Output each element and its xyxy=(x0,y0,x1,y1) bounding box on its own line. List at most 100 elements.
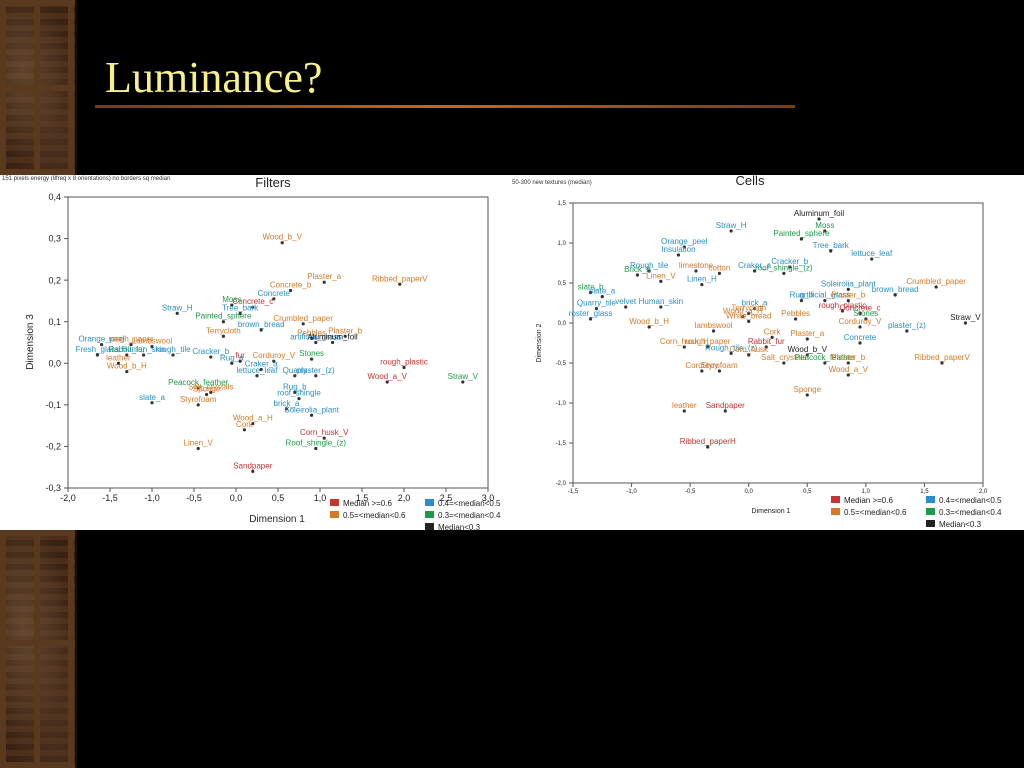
slide-title: Luminance? xyxy=(105,53,323,102)
data-point xyxy=(700,369,704,373)
legend-label: Median >=0.6 xyxy=(343,499,392,508)
legend-label: Median<0.3 xyxy=(939,520,982,529)
data-point xyxy=(752,307,757,311)
data-point xyxy=(659,279,663,283)
data-label: Wood_b_V xyxy=(262,233,302,242)
data-label: leather xyxy=(672,401,697,410)
data-point xyxy=(940,361,944,365)
data-label: Salt_crystals xyxy=(761,353,806,362)
data-label: Styrofoam xyxy=(701,361,738,370)
data-point xyxy=(461,380,465,384)
data-point xyxy=(310,413,314,417)
data-label: Cork xyxy=(764,327,782,336)
legend-label: Median<0.3 xyxy=(438,523,481,530)
data-label: Concrete_c xyxy=(232,297,273,306)
data-label: Rug_a xyxy=(220,353,244,362)
data-point xyxy=(823,361,827,365)
data-point xyxy=(700,283,704,287)
data-label: Painted_sphere xyxy=(195,312,252,321)
cells-chart-panel: 50-300 new textures (median) Cells -1,5 -1,… xyxy=(505,173,1024,530)
data-point xyxy=(95,353,99,357)
data-point xyxy=(764,345,768,349)
data-point xyxy=(905,329,909,333)
data-point xyxy=(129,342,133,347)
legend-label: 0.3=<median<0.4 xyxy=(438,511,501,520)
data-label: Cracker_b xyxy=(192,347,229,356)
data-label: artificial_grass xyxy=(290,333,341,342)
data-label: Linen_V xyxy=(184,439,214,448)
legend-swatch xyxy=(425,499,434,506)
y-tick-label: -1,0 xyxy=(556,401,567,407)
data-label: Cracker_b xyxy=(771,257,808,266)
y-axis-label: Dimension 2 xyxy=(536,323,543,362)
x-tick-label: -1,5 xyxy=(102,493,118,503)
data-point xyxy=(221,334,225,338)
data-point xyxy=(741,315,745,319)
data-point xyxy=(251,421,255,426)
data-label: roster_glass xyxy=(569,309,613,318)
data-label: roof_shingle_(z) xyxy=(755,263,813,272)
data-point xyxy=(171,353,175,357)
y-tick-label: 0,5 xyxy=(558,281,567,287)
data-label: Craker_a xyxy=(738,261,771,270)
data-point xyxy=(817,217,821,221)
data-point xyxy=(805,393,809,397)
data-point xyxy=(682,409,686,413)
y-tick-label: -0,5 xyxy=(556,361,567,367)
data-point xyxy=(301,322,305,326)
data-label: Orange_peel xyxy=(661,237,707,246)
data-label: Ribbed_paperV xyxy=(914,353,970,362)
data-label: Soleirolia_plant xyxy=(821,279,876,288)
data-label: slate_b xyxy=(578,283,604,292)
data-point xyxy=(238,311,242,315)
x-axis-label: Dimension 1 xyxy=(249,514,305,525)
data-point xyxy=(682,345,686,349)
x-tick-label: 2,0 xyxy=(979,489,988,495)
data-label: velvet xyxy=(615,297,637,306)
chart-note: 151 pixels energy (8freq x 8 orientation… xyxy=(2,176,170,182)
data-point xyxy=(659,305,663,309)
y-tick-label: 1,5 xyxy=(558,201,567,207)
legend-swatch xyxy=(330,511,339,518)
data-label: Wood_a_H xyxy=(723,307,763,316)
chart-note: 50-300 new textures (median) xyxy=(512,180,592,186)
data-point xyxy=(402,365,406,370)
data-label: Wood_a_H xyxy=(233,414,273,423)
data-label: Straw_H xyxy=(162,303,193,312)
legend-swatch xyxy=(926,508,935,515)
data-point xyxy=(343,334,347,338)
data-point xyxy=(142,353,146,357)
data-label: lambswool xyxy=(695,321,733,330)
data-point xyxy=(293,390,297,394)
data-label: Terrycloth xyxy=(731,303,766,312)
wood-decoration-top xyxy=(0,0,77,175)
x-tick-label: -0,5 xyxy=(685,489,696,495)
data-point xyxy=(963,321,968,325)
data-label: rough_paper xyxy=(685,337,731,346)
data-label: Insulation xyxy=(661,245,695,254)
data-label: rough_plastic xyxy=(819,301,867,310)
data-point xyxy=(770,335,774,339)
data-point xyxy=(823,229,827,233)
data-point xyxy=(805,337,809,341)
legend-swatch xyxy=(425,511,434,518)
data-point xyxy=(205,392,209,397)
data-label: Corduroy_V xyxy=(252,351,295,360)
data-label: Concrete_b xyxy=(270,281,312,290)
data-point xyxy=(310,357,314,361)
data-label: limestone xyxy=(679,261,714,270)
legend-swatch xyxy=(926,496,935,503)
data-label: Craker_a xyxy=(245,360,278,369)
data-label: Tree_bark xyxy=(813,241,850,250)
data-label: Plaster_a xyxy=(790,329,824,338)
title-underline xyxy=(95,105,795,108)
cells-scatter-chart: 50-300 new textures (median) Cells -1,5 -1,… xyxy=(512,173,1002,529)
data-point xyxy=(624,305,628,309)
y-tick-label: 0,1 xyxy=(48,317,61,327)
data-label: slate_a xyxy=(139,393,165,402)
data-label: Peacock_feather xyxy=(795,353,855,362)
data-label: Corduroy_V xyxy=(839,317,882,326)
legend-swatch xyxy=(926,520,935,527)
legend-label: 0.3=<median<0.4 xyxy=(939,508,1002,517)
data-point xyxy=(682,245,686,249)
